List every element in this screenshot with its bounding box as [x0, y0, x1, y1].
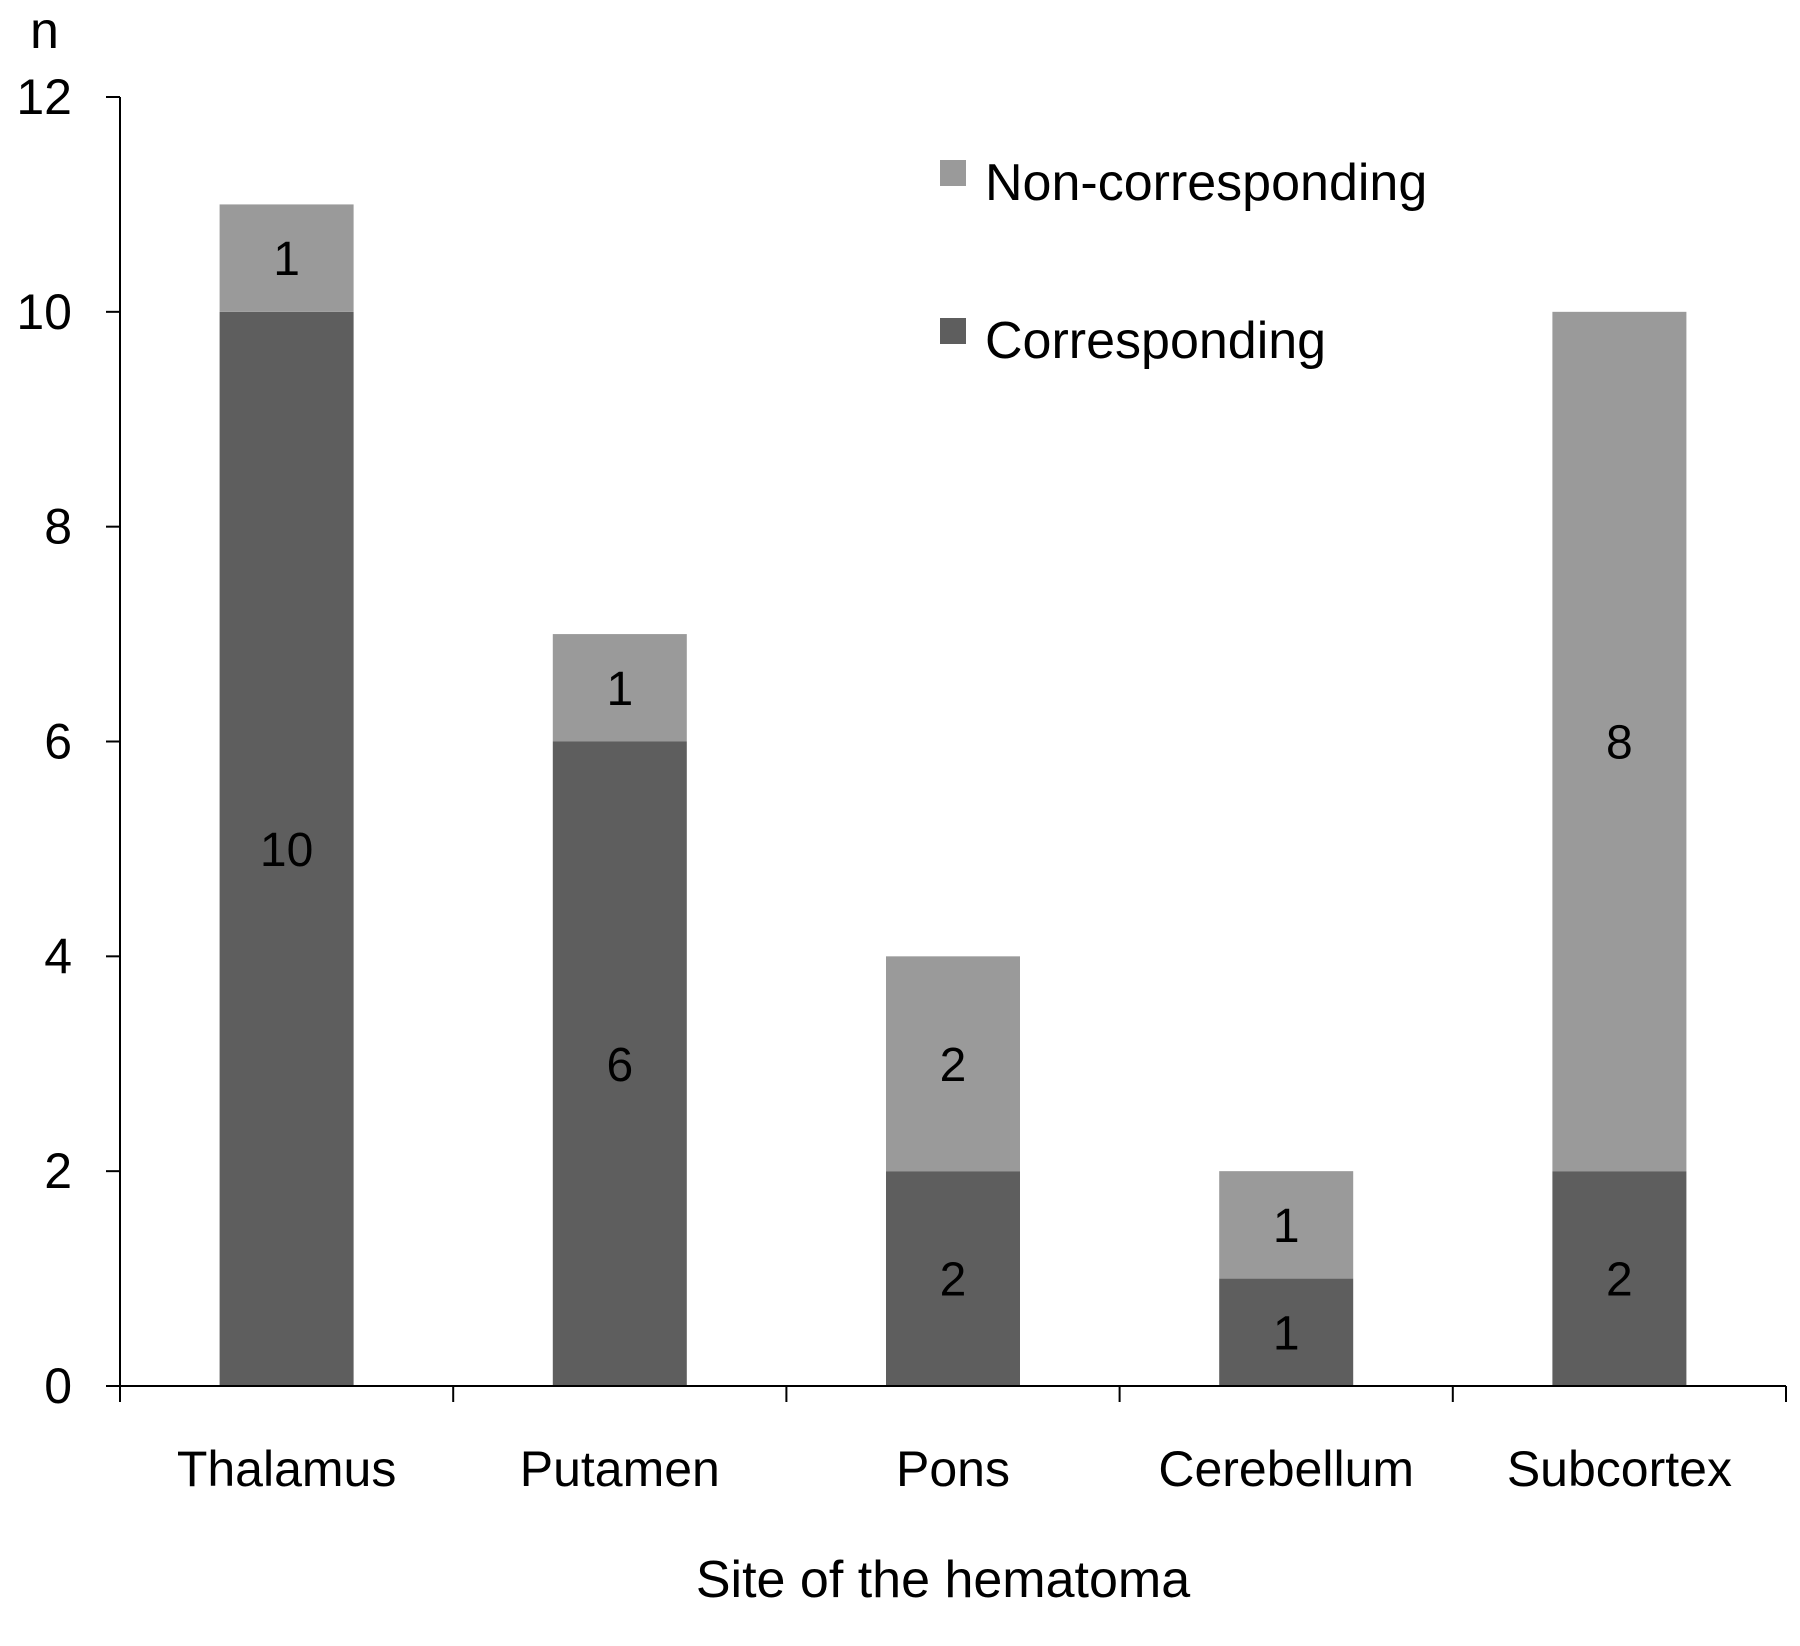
bar-putamen-corresponding [552, 741, 687, 1386]
x-category-label-pons: Pons [896, 1441, 1010, 1497]
y-tick-label: 0 [44, 1358, 72, 1414]
x-category-label-subcortex: Subcortex [1507, 1441, 1732, 1497]
data-label-cerebellum-corresponding: 1 [1273, 1307, 1300, 1360]
x-ticks-layer: Thalamus Putamen Pons Cerebellum Subcortex [119, 1386, 1787, 1497]
data-label-putamen-non-corresponding: 1 [606, 663, 633, 716]
y-axis-title: n [30, 2, 59, 60]
bar-putamen-non-corresponding [552, 634, 687, 742]
legend: Non-corresponding Corresponding [940, 154, 1427, 370]
x-category-label-thalamus: Thalamus [177, 1441, 397, 1497]
data-label-subcortex-non-corresponding: 8 [1606, 717, 1633, 770]
y-tick-label: 12 [16, 69, 72, 125]
data-label-pons-non-corresponding: 2 [940, 1039, 967, 1092]
bar-thalamus-corresponding [219, 311, 354, 1386]
data-label-thalamus-non-corresponding: 1 [273, 233, 300, 286]
y-tick-label: 6 [44, 714, 72, 770]
legend-swatch-corresponding [940, 318, 966, 344]
legend-swatch-non-corresponding [940, 160, 966, 186]
legend-label-corresponding: Corresponding [985, 312, 1326, 370]
data-label-pons-corresponding: 2 [940, 1254, 967, 1307]
data-label-subcortex-corresponding: 2 [1606, 1254, 1633, 1307]
data-label-putamen-corresponding: 6 [606, 1039, 633, 1092]
bar-cerebellum-non-corresponding [1219, 1171, 1354, 1279]
bar-cerebellum-corresponding [1219, 1278, 1354, 1386]
bar-thalamus-non-corresponding [219, 204, 354, 312]
data-labels-layer: 10 1 6 1 2 2 1 1 2 8 [260, 233, 1633, 1360]
y-tick-label: 10 [16, 284, 72, 340]
data-label-cerebellum-non-corresponding: 1 [1273, 1200, 1300, 1253]
y-tick-label: 8 [44, 499, 72, 555]
y-tick-label: 2 [44, 1143, 72, 1199]
data-label-thalamus-corresponding: 10 [260, 824, 313, 877]
legend-label-non-corresponding: Non-corresponding [985, 154, 1427, 212]
y-ticks-layer: 0 2 4 6 8 10 12 [16, 69, 120, 1414]
bars-layer [219, 204, 1687, 1386]
x-axis-title: Site of the hematoma [696, 1551, 1190, 1609]
x-category-label-cerebellum: Cerebellum [1158, 1441, 1414, 1497]
bar-subcortex-non-corresponding [1552, 311, 1687, 1172]
y-tick-label: 4 [44, 928, 72, 984]
bar-pons-non-corresponding [886, 956, 1020, 1172]
bar-subcortex-corresponding [1552, 1171, 1687, 1386]
bar-pons-corresponding [886, 1171, 1020, 1386]
x-category-label-putamen: Putamen [520, 1441, 720, 1497]
